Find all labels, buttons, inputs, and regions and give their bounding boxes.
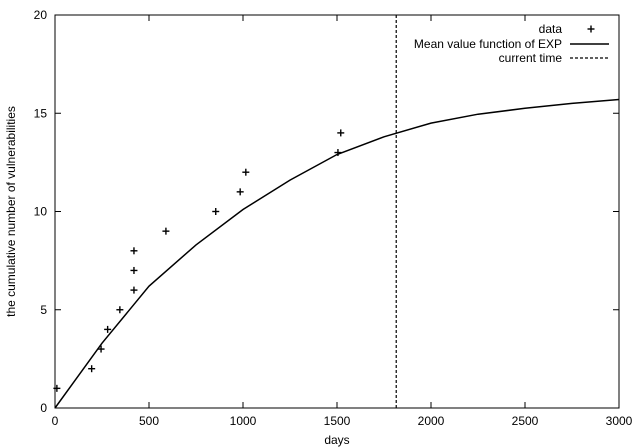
x-tick-label: 1500 xyxy=(324,414,351,428)
x-tick-label: 3000 xyxy=(606,414,633,428)
x-tick-label: 500 xyxy=(139,414,159,428)
y-tick-label: 5 xyxy=(40,303,47,317)
legend-label: current time xyxy=(499,51,563,65)
data-point xyxy=(53,384,61,392)
mean-value-function-line xyxy=(54,98,620,409)
plot-frame xyxy=(54,14,620,409)
x-tick-label: 2000 xyxy=(418,414,445,428)
y-tick-label: 10 xyxy=(34,205,48,219)
data-point xyxy=(88,365,96,373)
data-point xyxy=(97,345,105,353)
data-point xyxy=(130,286,138,294)
y-tick-label: 0 xyxy=(40,401,47,415)
x-axis-label: days xyxy=(324,433,349,447)
y-axis-label: the cumulative number of vulnerabilities xyxy=(4,106,18,317)
data-point xyxy=(104,325,112,333)
series-layer xyxy=(53,15,620,409)
data-point xyxy=(162,227,170,235)
y-tick-label: 15 xyxy=(34,106,48,120)
data-point xyxy=(242,168,250,176)
data-point xyxy=(334,149,342,157)
data-point xyxy=(236,188,244,196)
data-point xyxy=(130,247,138,255)
data-point xyxy=(116,306,124,314)
data-point xyxy=(130,266,138,274)
y-tick-label: 20 xyxy=(34,8,48,22)
x-tick-label: 1000 xyxy=(230,414,257,428)
legend-label: Mean value function of EXP xyxy=(414,37,562,51)
axis-ticks: 0 500 1000 1500 2000 2500 3000 0 5 10 15 20 xyxy=(34,8,633,428)
legend-label: data xyxy=(539,22,563,36)
x-tick-label: 0 xyxy=(52,414,59,428)
data-point xyxy=(337,129,345,137)
legend-marker-data xyxy=(587,25,595,33)
x-tick-label: 2500 xyxy=(512,414,539,428)
data-point xyxy=(212,208,220,215)
